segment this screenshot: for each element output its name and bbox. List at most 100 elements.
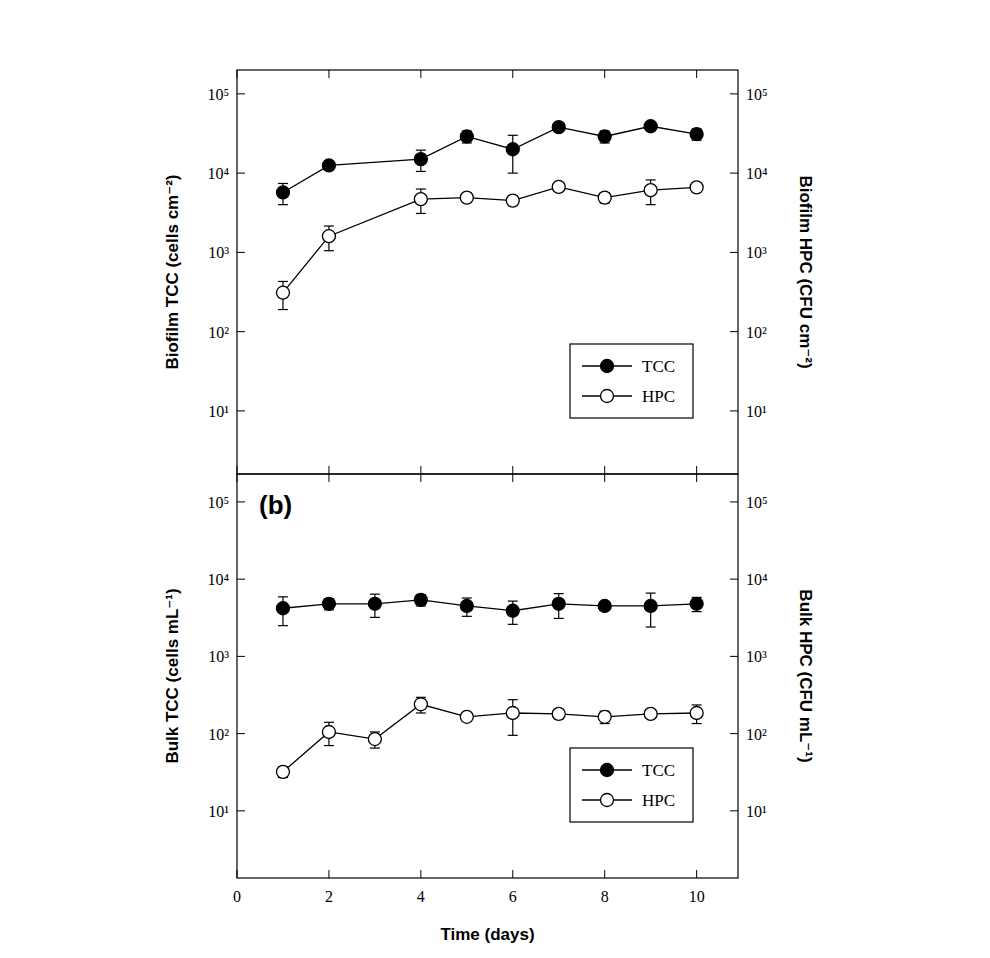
error-cap (692, 704, 702, 705)
y-tick-label: 10⁵ (207, 494, 229, 511)
y2-tick (730, 331, 738, 332)
x-tick-label: 6 (509, 888, 517, 905)
data-point (644, 599, 657, 612)
y2-tick-label: 10³ (746, 648, 767, 665)
legend-marker (601, 764, 614, 777)
y2-tick (730, 173, 738, 174)
x-tick (512, 870, 513, 878)
data-point (552, 707, 565, 720)
data-point (506, 706, 519, 719)
y2-tick-label: 10² (746, 324, 767, 341)
figure: 10¹10²10³10⁴10⁵10¹10²10³10⁴10⁵Biofilm TC… (0, 0, 990, 958)
y2-axis-label: Biofilm HPC (CFU cm⁻²) (796, 175, 815, 368)
data-point (322, 159, 335, 172)
data-point (598, 599, 611, 612)
x-tick-label: 0 (233, 888, 241, 905)
x-tick (696, 70, 697, 78)
x-tick (328, 870, 329, 878)
y2-tick (730, 252, 738, 253)
y-tick-label: 10⁴ (207, 165, 229, 182)
x-tick (420, 466, 421, 474)
x-axis-label: Time (days) (440, 925, 534, 944)
x-tick-label: 10 (689, 888, 705, 905)
legend-marker (601, 360, 614, 373)
error-cap (554, 593, 564, 594)
data-point (552, 597, 565, 610)
y-tick-label: 10¹ (208, 403, 229, 420)
y-axis-label: Biofilm TCC (cells cm⁻²) (163, 174, 182, 369)
x-tick (604, 466, 605, 474)
data-point (552, 180, 565, 193)
x-tick-label: 8 (601, 888, 609, 905)
error-cap (278, 596, 288, 597)
error-cap (508, 135, 518, 136)
y-tick (237, 579, 245, 580)
y-tick (237, 252, 245, 253)
error-cap (462, 616, 472, 617)
y-tick-label: 10³ (208, 648, 229, 665)
error-cap (278, 625, 288, 626)
error-cap (416, 188, 426, 189)
x-tick (604, 474, 605, 482)
data-point (276, 286, 289, 299)
error-cap (278, 309, 288, 310)
error-cap (324, 225, 334, 226)
x-tick (328, 474, 329, 482)
y-tick-label: 10² (208, 726, 229, 743)
y2-axis-label: Bulk HPC (CFU mL⁻¹) (796, 589, 815, 762)
data-point (368, 597, 381, 610)
legend: TCCHPC (570, 344, 693, 418)
data-point (460, 130, 473, 143)
data-point (414, 698, 427, 711)
data-point (644, 120, 657, 133)
data-point (598, 130, 611, 143)
data-point (506, 604, 519, 617)
error-cap (646, 204, 656, 205)
error-cap (508, 735, 518, 736)
y2-tick-label: 10⁴ (746, 571, 768, 588)
error-cap (370, 594, 380, 595)
x-tick (237, 870, 238, 878)
error-cap (416, 213, 426, 214)
data-point (644, 707, 657, 720)
y-tick-label: 10³ (208, 244, 229, 261)
legend-box (570, 748, 693, 822)
y2-tick-label: 10³ (746, 244, 767, 261)
x-tick (696, 870, 697, 878)
data-point (598, 710, 611, 723)
x-tick (328, 466, 329, 474)
x-tick (420, 870, 421, 878)
panel: 024681010¹10²10³10⁴10⁵10¹10²10³10⁴10⁵Bul… (163, 474, 815, 944)
y-tick-label: 10⁵ (207, 86, 229, 103)
y-tick (237, 410, 245, 411)
data-point (322, 597, 335, 610)
y2-tick (730, 810, 738, 811)
y2-tick (730, 579, 738, 580)
error-cap (646, 626, 656, 627)
y-tick (237, 93, 245, 94)
y-axis-label: Bulk TCC (cells mL⁻¹) (163, 588, 182, 763)
data-point (690, 181, 703, 194)
legend-label: HPC (642, 387, 675, 406)
y2-tick (730, 410, 738, 411)
x-tick (237, 466, 238, 474)
data-point (322, 725, 335, 738)
data-point (322, 230, 335, 243)
legend-box (570, 344, 693, 418)
y2-tick (730, 93, 738, 94)
y-tick-label: 10² (208, 324, 229, 341)
error-cap (508, 699, 518, 700)
y2-tick-label: 10⁵ (746, 494, 768, 511)
error-cap (462, 597, 472, 598)
error-cap (370, 747, 380, 748)
error-cap (324, 722, 334, 723)
error-cap (416, 171, 426, 172)
error-cap (554, 618, 564, 619)
y2-tick (730, 501, 738, 502)
error-cap (324, 250, 334, 251)
error-cap (278, 281, 288, 282)
x-tick (512, 70, 513, 78)
y-tick (237, 656, 245, 657)
x-tick (512, 474, 513, 482)
data-point (598, 191, 611, 204)
